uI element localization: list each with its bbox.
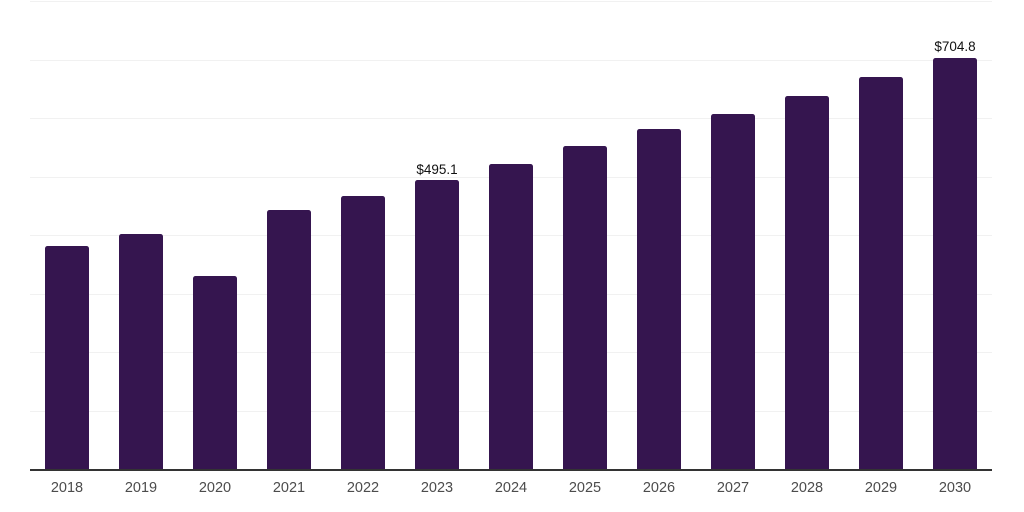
bar-column-2024	[474, 2, 548, 470]
x-axis-label-2022: 2022	[346, 480, 380, 496]
x-axis-label-2027: 2027	[716, 480, 750, 496]
bar-column-2019	[104, 2, 178, 470]
x-axis-label-2018: 2018	[50, 480, 84, 496]
bar-2025	[563, 145, 607, 470]
x-axis-label-2021: 2021	[272, 480, 306, 496]
x-axis-label-2026: 2026	[642, 480, 676, 496]
bar-2019	[119, 233, 163, 470]
x-axis-label-2029: 2029	[864, 480, 898, 496]
x-axis-label-2028: 2028	[790, 480, 824, 496]
bar-value-label: $704.8	[934, 39, 976, 55]
bar-column-2021	[252, 2, 326, 470]
x-axis-label-2023: 2023	[420, 480, 454, 496]
bar-2023	[415, 180, 459, 470]
bar-2027	[711, 113, 755, 470]
bar-column-2030: $704.8	[918, 2, 992, 470]
x-axis-labels: 2018 2019 2020 2021 2022 2023 2024 2025 2026 2027…	[30, 478, 992, 498]
bar-2021	[267, 210, 311, 470]
bar-column-2018	[30, 2, 104, 470]
bar-column-2026	[622, 2, 696, 470]
bar-2020	[193, 275, 237, 470]
bar-column-2029	[844, 2, 918, 470]
bars-container: $495.1 $704.8	[30, 2, 992, 470]
bar-2018	[45, 245, 89, 470]
x-axis-label-2025: 2025	[568, 480, 602, 496]
bar-column-2022	[326, 2, 400, 470]
bar-column-2025	[548, 2, 622, 470]
bar-2029	[859, 76, 903, 470]
bar-2026	[637, 129, 681, 470]
x-axis-label-2030: 2030	[938, 480, 972, 496]
x-axis-label-2024: 2024	[494, 480, 528, 496]
bar-2028	[785, 96, 829, 470]
bar-column-2023: $495.1	[400, 2, 474, 470]
bar-2024	[489, 164, 533, 470]
bar-column-2028	[770, 2, 844, 470]
bar-column-2027	[696, 2, 770, 470]
bar-column-2020	[178, 2, 252, 470]
bar-2030	[933, 57, 977, 470]
bar-2022	[341, 196, 385, 470]
x-axis-label-2019: 2019	[124, 480, 158, 496]
x-axis-label-2020: 2020	[198, 480, 232, 496]
bar-value-label: $495.1	[416, 161, 458, 177]
plot-area: $495.1 $704.8	[30, 1, 992, 471]
x-axis-line	[30, 469, 992, 471]
